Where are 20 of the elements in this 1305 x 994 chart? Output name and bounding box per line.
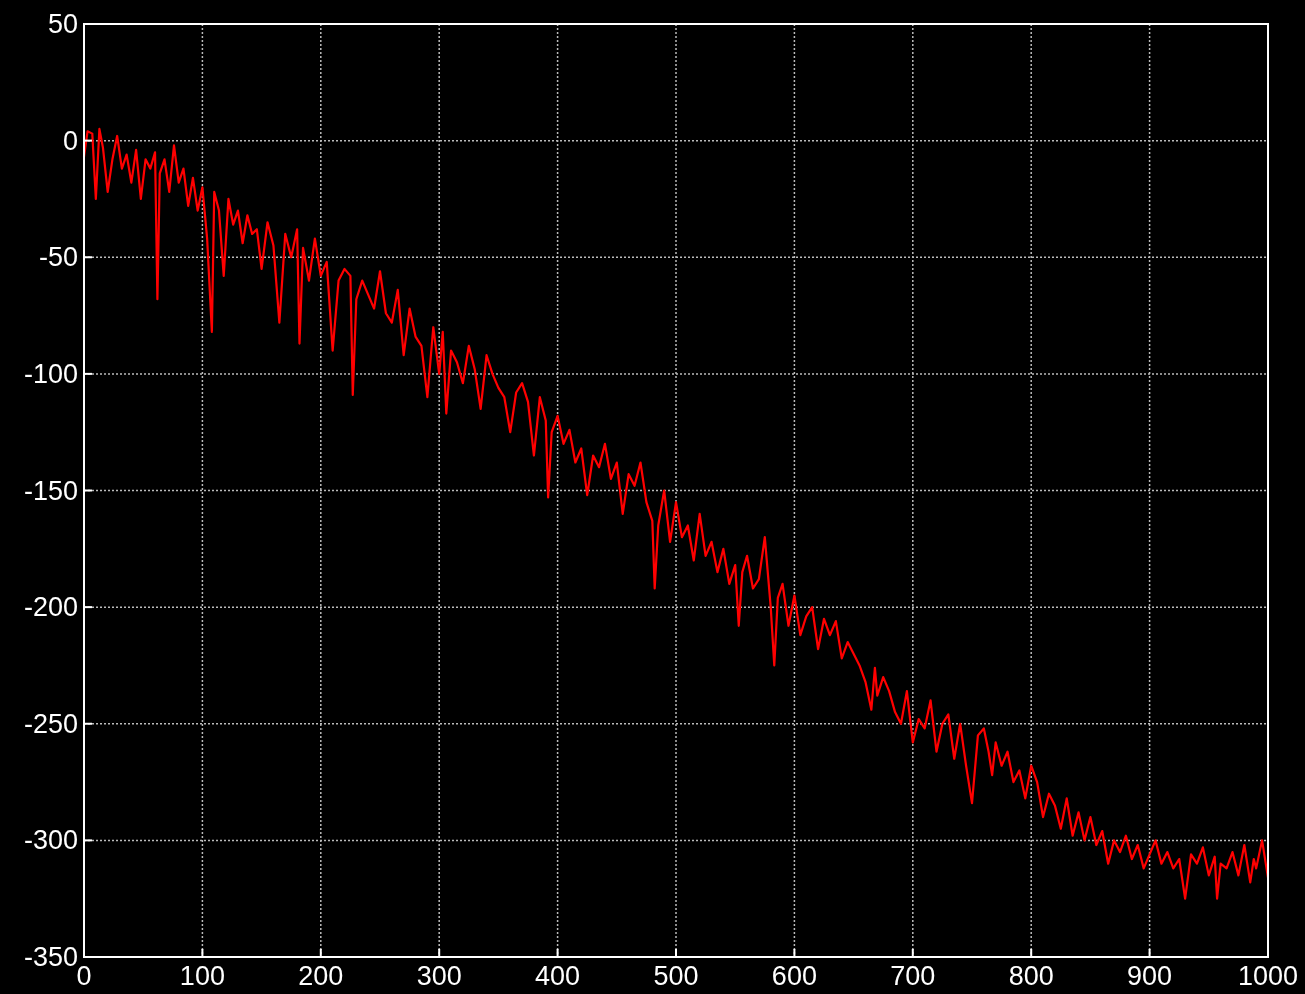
y-tick-label: -350 bbox=[23, 942, 78, 972]
x-tick-label: 900 bbox=[1127, 961, 1173, 991]
y-tick-label: -250 bbox=[23, 708, 78, 739]
x-tick-label: 500 bbox=[653, 961, 699, 991]
x-tick-label: 700 bbox=[890, 961, 936, 991]
line-series bbox=[82, 127, 1270, 900]
x-tick-label: 600 bbox=[771, 961, 817, 991]
x-tick-label: 200 bbox=[298, 961, 344, 991]
x-tick-label: 800 bbox=[1008, 961, 1054, 991]
y-tick-label: 0 bbox=[62, 125, 78, 156]
y-tick-label: -150 bbox=[23, 475, 78, 506]
y-tick-label: -200 bbox=[23, 592, 78, 623]
x-tick-label: 100 bbox=[179, 961, 225, 991]
y-tick-label: 50 bbox=[47, 9, 78, 39]
y-tick-label: -50 bbox=[38, 242, 78, 273]
x-tick-label: 1000 bbox=[1237, 961, 1299, 991]
y-tick-label: -300 bbox=[23, 825, 78, 856]
y-tick-label: -100 bbox=[23, 358, 78, 389]
x-tick-label: 400 bbox=[535, 961, 581, 991]
x-tick-label: 300 bbox=[416, 961, 462, 991]
